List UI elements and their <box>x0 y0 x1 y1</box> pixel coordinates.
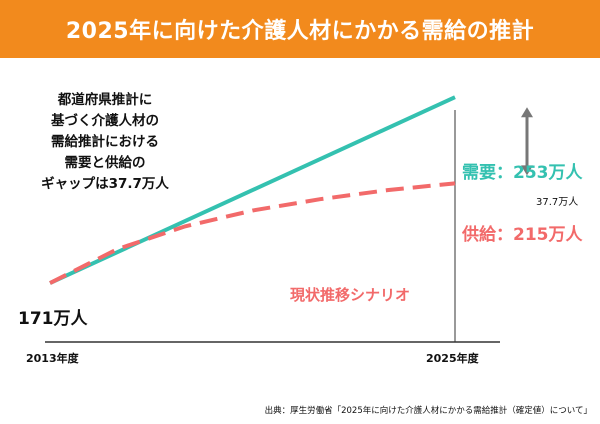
demand-series-line <box>49 95 456 285</box>
supply-label: 供給：215万人 <box>462 225 583 245</box>
x-tick-label: 2013年度 <box>26 352 79 365</box>
gap-arrow-icon <box>521 107 533 176</box>
note-line: 需給推計における <box>51 134 159 150</box>
note-line: 都道府県推計に <box>57 92 153 108</box>
note-line: ギャップは37.7万人 <box>41 176 169 192</box>
demand-label: 需要：253万人 <box>462 163 583 183</box>
page-title: 2025年に向けた介護人材にかかる需給の推計 <box>65 19 535 44</box>
gap-summary-note: 都道府県推計に 基づく介護人材の 需給推計における 需要と供給の ギャップは37… <box>20 90 190 195</box>
scenario-annotation: 現状推移シナリオ <box>290 286 411 304</box>
source-citation: 出典：厚生労働省「2025年に向けた介護人材にかかる需給推計（確定値）について」 <box>264 406 592 416</box>
x-tick-label: 2025年度 <box>426 352 479 365</box>
note-line: 需要と供給の <box>64 155 146 171</box>
supply-series-line <box>49 181 456 285</box>
title-banner: 2025年に向けた介護人材にかかる需給の推計 <box>0 0 600 58</box>
note-line: 基づく介護人材の <box>51 113 159 129</box>
start-value-label: 171万人 <box>18 309 88 329</box>
gap-label: 37.7万人 <box>536 197 579 208</box>
